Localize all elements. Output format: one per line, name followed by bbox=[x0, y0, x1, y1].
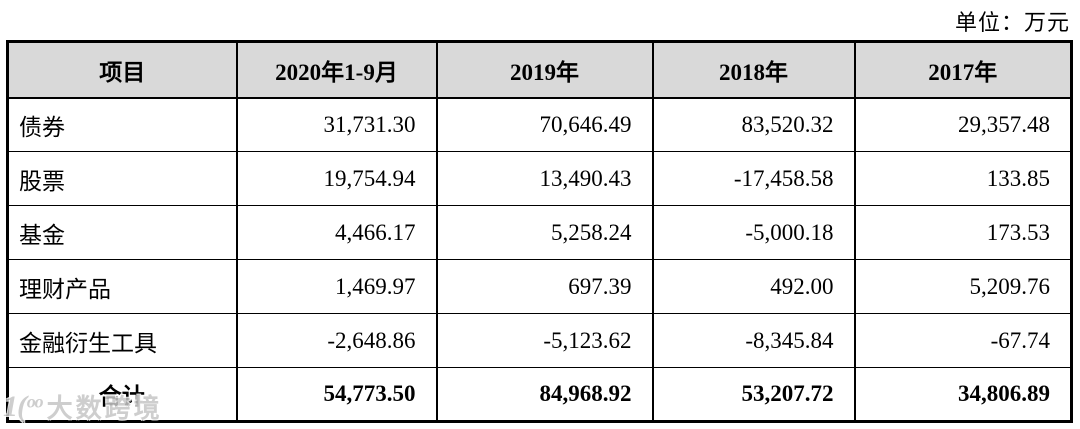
cell-value: 19,754.94 bbox=[235, 151, 438, 206]
total-value: 84,968.92 bbox=[435, 367, 654, 422]
total-value: 54,773.50 bbox=[235, 367, 438, 422]
cell-value: 4,466.17 bbox=[235, 205, 438, 260]
table-row-derivatives: 金融衍生工具 -2,648.86 -5,123.62 -8,345.84 -67… bbox=[6, 313, 1073, 368]
table-row-bonds: 债券 31,731.30 70,646.49 83,520.32 29,357.… bbox=[6, 97, 1073, 152]
cell-value: -5,123.62 bbox=[435, 313, 654, 368]
col-header-2019: 2019年 bbox=[435, 41, 654, 99]
cell-value: -2,648.86 bbox=[235, 313, 438, 368]
cell-value: -67.74 bbox=[853, 313, 1073, 368]
cell-value: 31,731.30 bbox=[235, 97, 438, 152]
table-row-funds: 基金 4,466.17 5,258.24 -5,000.18 173.53 bbox=[6, 205, 1073, 260]
unit-label: 单位：万元 bbox=[954, 10, 1070, 35]
cell-value: 13,490.43 bbox=[435, 151, 654, 206]
cell-value: 70,646.49 bbox=[435, 97, 654, 152]
cell-value: 1,469.97 bbox=[235, 259, 438, 314]
cell-value: 29,357.48 bbox=[853, 97, 1073, 152]
cell-value: -8,345.84 bbox=[651, 313, 856, 368]
cell-value: -17,458.58 bbox=[651, 151, 856, 206]
total-value: 53,207.72 bbox=[651, 367, 856, 422]
cell-value: 5,209.76 bbox=[853, 259, 1073, 314]
cell-value: -5,000.18 bbox=[651, 205, 856, 260]
cell-value: 83,520.32 bbox=[651, 97, 856, 152]
table-row-stocks: 股票 19,754.94 13,490.43 -17,458.58 133.85 bbox=[6, 151, 1073, 206]
col-header-2020: 2020年1-9月 bbox=[235, 41, 438, 99]
col-header-2018: 2018年 bbox=[651, 41, 856, 99]
cell-value: 697.39 bbox=[435, 259, 654, 314]
total-label: 合计 bbox=[6, 367, 238, 422]
col-header-item: 项目 bbox=[6, 41, 238, 99]
financial-investments-table: 项目 2020年1-9月 2019年 2018年 2017年 债券 31,731… bbox=[6, 40, 1073, 423]
cell-value: 173.53 bbox=[853, 205, 1073, 260]
header-row: 项目 2020年1-9月 2019年 2018年 2017年 bbox=[6, 41, 1073, 99]
row-label: 股票 bbox=[6, 151, 238, 206]
table-row-total: 合计 54,773.50 84,968.92 53,207.72 34,806.… bbox=[6, 367, 1073, 422]
cell-value: 5,258.24 bbox=[435, 205, 654, 260]
total-value: 34,806.89 bbox=[853, 367, 1073, 422]
row-label: 金融衍生工具 bbox=[6, 313, 238, 368]
col-header-2017: 2017年 bbox=[853, 41, 1073, 99]
row-label: 理财产品 bbox=[6, 259, 238, 314]
row-label: 基金 bbox=[6, 205, 238, 260]
row-label: 债券 bbox=[6, 97, 238, 152]
cell-value: 133.85 bbox=[853, 151, 1073, 206]
table-row-wealth-products: 理财产品 1,469.97 697.39 492.00 5,209.76 bbox=[6, 259, 1073, 314]
cell-value: 492.00 bbox=[651, 259, 856, 314]
